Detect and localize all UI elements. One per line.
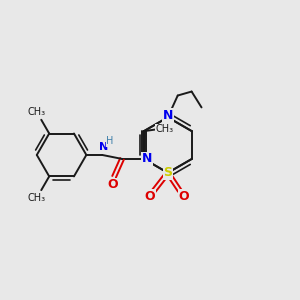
Text: O: O: [178, 190, 189, 203]
Text: N: N: [142, 152, 152, 165]
Text: S: S: [163, 166, 172, 179]
Text: H: H: [106, 136, 114, 146]
Text: O: O: [145, 190, 155, 203]
Text: CH₃: CH₃: [28, 193, 46, 203]
Text: N: N: [163, 109, 173, 122]
Text: O: O: [108, 178, 118, 191]
Text: N: N: [99, 142, 108, 152]
Text: CH₃: CH₃: [156, 124, 174, 134]
Text: CH₃: CH₃: [28, 107, 46, 117]
